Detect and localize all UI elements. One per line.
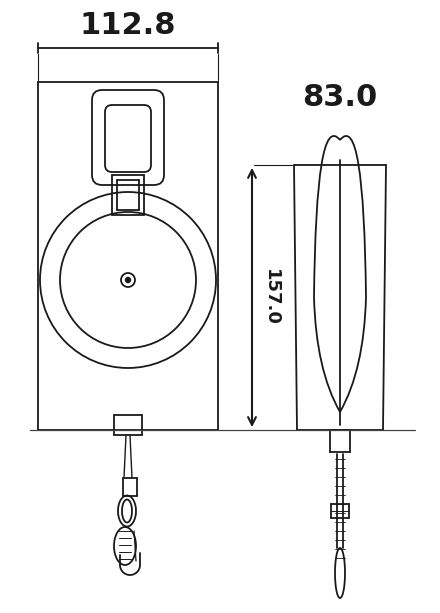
Text: 157.0: 157.0 (262, 269, 280, 326)
Text: 112.8: 112.8 (80, 11, 176, 40)
Circle shape (125, 278, 131, 283)
Text: 83.0: 83.0 (302, 83, 378, 112)
